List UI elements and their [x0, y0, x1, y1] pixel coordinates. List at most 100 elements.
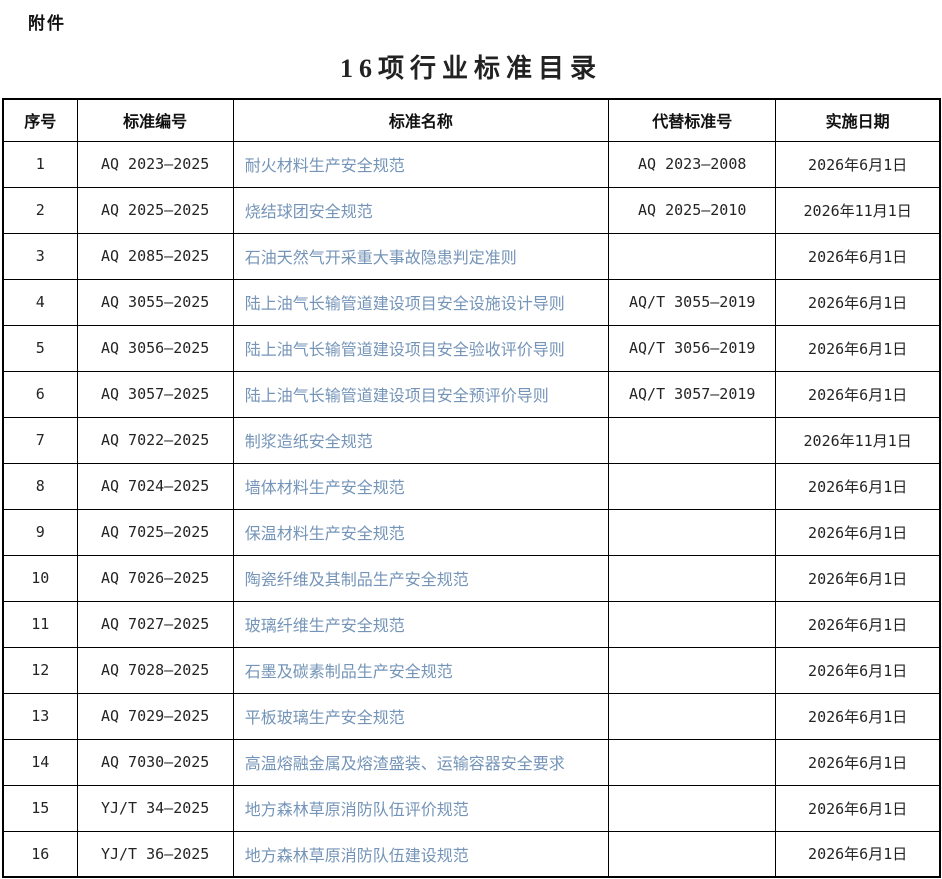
table-header-row: 序号 标准编号 标准名称 代替标准号 实施日期: [2, 98, 941, 142]
row-seq: 16: [2, 830, 78, 878]
standard-code: AQ 7024—2025: [76, 462, 234, 510]
table-row: 3 AQ 2085—2025 石油天然气开采重大事故隐患判定准则 2026年6月1日: [2, 232, 941, 280]
row-seq: 9: [2, 508, 78, 556]
standard-code: AQ 3056—2025: [76, 324, 234, 372]
table-row: 8 AQ 7024—2025 墙体材料生产安全规范 2026年6月1日: [2, 462, 941, 510]
standard-name-link[interactable]: 平板玻璃生产安全规范: [232, 692, 610, 740]
replaced-standard-code: AQ/T 3057—2019: [608, 370, 777, 418]
implementation-date: 2026年6月1日: [775, 738, 941, 786]
header-date: 实施日期: [775, 98, 941, 142]
standard-name-link[interactable]: 陆上油气长输管道建设项目安全验收评价导则: [232, 324, 610, 372]
standard-code: AQ 7027—2025: [76, 600, 234, 648]
table-row: 12 AQ 7028—2025 石墨及碳素制品生产安全规范 2026年6月1日: [2, 646, 941, 694]
standard-name-link[interactable]: 陶瓷纤维及其制品生产安全规范: [232, 554, 610, 602]
row-seq: 15: [2, 784, 78, 832]
standard-name-link[interactable]: 制浆造纸安全规范: [232, 416, 610, 464]
implementation-date: 2026年6月1日: [775, 324, 941, 372]
table-row: 4 AQ 3055—2025 陆上油气长输管道建设项目安全设施设计导则 AQ/T 30…: [2, 278, 941, 326]
table-row: 13 AQ 7029—2025 平板玻璃生产安全规范 2026年6月1日: [2, 692, 941, 740]
table-row: 14 AQ 7030—2025 高温熔融金属及熔渣盛装、运输容器安全要求 2026年6…: [2, 738, 941, 786]
attachment-label: 附件: [28, 14, 66, 33]
row-seq: 4: [2, 278, 78, 326]
standard-name-link[interactable]: 陆上油气长输管道建设项目安全设施设计导则: [232, 278, 610, 326]
standard-code: AQ 7029—2025: [76, 692, 234, 740]
implementation-date: 2026年11月1日: [775, 416, 941, 464]
replaced-standard-code: [608, 784, 777, 832]
standard-name-link[interactable]: 地方森林草原消防队伍建设规范: [232, 830, 610, 878]
standard-name-link[interactable]: 墙体材料生产安全规范: [232, 462, 610, 510]
replaced-standard-code: [608, 738, 777, 786]
table-body: 1 AQ 2023—2025 耐火材料生产安全规范 AQ 2023—2008 2026年…: [2, 140, 941, 878]
implementation-date: 2026年6月1日: [775, 232, 941, 280]
replaced-standard-code: [608, 600, 777, 648]
table-row: 1 AQ 2023—2025 耐火材料生产安全规范 AQ 2023—2008 2026年…: [2, 140, 941, 188]
standard-code: AQ 3055—2025: [76, 278, 234, 326]
standard-code: AQ 2025—2025: [76, 186, 234, 234]
standard-code: AQ 7025—2025: [76, 508, 234, 556]
row-seq: 14: [2, 738, 78, 786]
row-seq: 5: [2, 324, 78, 372]
replaced-standard-code: [608, 508, 777, 556]
standard-name-link[interactable]: 石油天然气开采重大事故隐患判定准则: [232, 232, 610, 280]
replaced-standard-code: AQ/T 3055—2019: [608, 278, 777, 326]
table-row: 2 AQ 2025—2025 烧结球团安全规范 AQ 2025—2010 2026年11…: [2, 186, 941, 234]
row-seq: 6: [2, 370, 78, 418]
implementation-date: 2026年6月1日: [775, 646, 941, 694]
page-title: 16项行业标准目录: [339, 54, 602, 83]
implementation-date: 2026年6月1日: [775, 600, 941, 648]
row-seq: 1: [2, 140, 78, 188]
table-row: 15 YJ/T 34—2025 地方森林草原消防队伍评价规范 2026年6月1日: [2, 784, 941, 832]
standard-code: AQ 2023—2025: [76, 140, 234, 188]
replaced-standard-code: AQ/T 3056—2019: [608, 324, 777, 372]
replaced-standard-code: AQ 2025—2010: [608, 186, 777, 234]
implementation-date: 2026年11月1日: [775, 186, 941, 234]
implementation-date: 2026年6月1日: [775, 508, 941, 556]
implementation-date: 2026年6月1日: [775, 830, 941, 878]
row-seq: 13: [2, 692, 78, 740]
row-seq: 11: [2, 600, 78, 648]
standard-code: YJ/T 36—2025: [76, 830, 234, 878]
standards-table: 序号 标准编号 标准名称 代替标准号 实施日期 1 AQ 2023—2025 耐火材…: [2, 98, 941, 878]
standard-code: AQ 3057—2025: [76, 370, 234, 418]
header-code: 标准编号: [76, 98, 234, 142]
row-seq: 3: [2, 232, 78, 280]
replaced-standard-code: [608, 646, 777, 694]
replaced-standard-code: [608, 554, 777, 602]
table-row: 6 AQ 3057—2025 陆上油气长输管道建设项目安全预评价导则 AQ/T 305…: [2, 370, 941, 418]
replaced-standard-code: [608, 830, 777, 878]
row-seq: 10: [2, 554, 78, 602]
replaced-standard-code: [608, 232, 777, 280]
table-row: 16 YJ/T 36—2025 地方森林草原消防队伍建设规范 2026年6月1日: [2, 830, 941, 878]
replaced-standard-code: AQ 2023—2008: [608, 140, 777, 188]
implementation-date: 2026年6月1日: [775, 554, 941, 602]
replaced-standard-code: [608, 692, 777, 740]
header-name: 标准名称: [232, 98, 610, 142]
table-row: 9 AQ 7025—2025 保温材料生产安全规范 2026年6月1日: [2, 508, 941, 556]
table-row: 7 AQ 7022—2025 制浆造纸安全规范 2026年11月1日: [2, 416, 941, 464]
standard-code: AQ 7022—2025: [76, 416, 234, 464]
standard-name-link[interactable]: 高温熔融金属及熔渣盛装、运输容器安全要求: [232, 738, 610, 786]
standard-name-link[interactable]: 耐火材料生产安全规范: [232, 140, 610, 188]
implementation-date: 2026年6月1日: [775, 692, 941, 740]
standard-name-link[interactable]: 石墨及碳素制品生产安全规范: [232, 646, 610, 694]
header-replaces: 代替标准号: [608, 98, 777, 142]
replaced-standard-code: [608, 416, 777, 464]
table-row: 11 AQ 7027—2025 玻璃纤维生产安全规范 2026年6月1日: [2, 600, 941, 648]
standard-name-link[interactable]: 陆上油气长输管道建设项目安全预评价导则: [232, 370, 610, 418]
row-seq: 12: [2, 646, 78, 694]
standard-name-link[interactable]: 保温材料生产安全规范: [232, 508, 610, 556]
standard-code: YJ/T 34—2025: [76, 784, 234, 832]
standard-name-link[interactable]: 烧结球团安全规范: [232, 186, 610, 234]
implementation-date: 2026年6月1日: [775, 784, 941, 832]
row-seq: 7: [2, 416, 78, 464]
row-seq: 2: [2, 186, 78, 234]
implementation-date: 2026年6月1日: [775, 370, 941, 418]
standard-name-link[interactable]: 玻璃纤维生产安全规范: [232, 600, 610, 648]
standard-name-link[interactable]: 地方森林草原消防队伍评价规范: [232, 784, 610, 832]
standard-code: AQ 7026—2025: [76, 554, 234, 602]
implementation-date: 2026年6月1日: [775, 140, 941, 188]
header-seq: 序号: [2, 98, 78, 142]
standard-code: AQ 2085—2025: [76, 232, 234, 280]
implementation-date: 2026年6月1日: [775, 462, 941, 510]
